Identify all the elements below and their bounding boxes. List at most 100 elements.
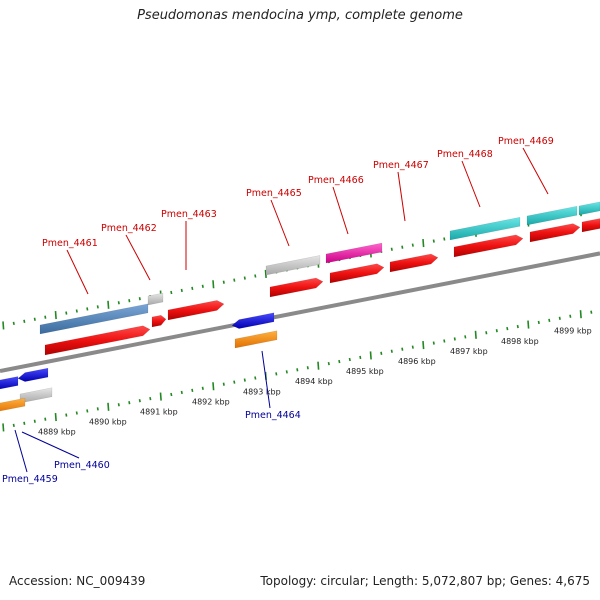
label-leader-line (261, 350, 271, 409)
ruler-major-tick (317, 361, 320, 370)
genome-backbone (0, 251, 600, 373)
scale-tick-label: 4895 kbp (346, 367, 384, 376)
ruler-minor-tick (33, 419, 36, 423)
ruler-minor-tick (390, 247, 393, 251)
ruler-minor-tick (149, 396, 152, 401)
ruler-minor-tick (180, 288, 183, 293)
gene-label: Pmen_4462 (101, 223, 157, 234)
ruler-minor-tick (44, 417, 47, 421)
ruler-minor-tick (138, 399, 141, 403)
ruler-minor-tick (138, 297, 141, 301)
ruler-minor-tick (128, 299, 131, 303)
ruler-major-tick (54, 311, 57, 320)
cyan-feature (578, 201, 600, 216)
ruler-minor-tick (296, 368, 299, 372)
label-leader-line (21, 431, 80, 459)
scale-tick-label: 4899 kbp (554, 326, 592, 335)
ruler-minor-tick (380, 351, 383, 355)
ruler-major-tick (474, 330, 477, 339)
ruler-major-tick (212, 382, 215, 391)
gene-label: Pmen_4464 (245, 410, 301, 421)
cds-arrow (329, 263, 385, 284)
label-leader-line (14, 429, 28, 473)
ruler-major-tick (2, 321, 5, 330)
scale-tick-label: 4894 kbp (295, 377, 333, 386)
ruler-minor-tick (243, 378, 246, 382)
cyan-feature (449, 216, 521, 241)
ruler-major-tick (107, 402, 110, 411)
ruler-minor-tick (75, 411, 78, 415)
label-leader-line (332, 186, 349, 235)
ruler-minor-tick (275, 372, 278, 376)
ruler-minor-tick (254, 274, 257, 278)
ruler-minor-tick (443, 237, 446, 241)
ruler-minor-tick (65, 413, 68, 417)
ruler-minor-tick (432, 341, 435, 345)
label-leader-line (522, 147, 549, 195)
gene-label: Pmen_4469 (498, 136, 554, 147)
scale-tick-label: 4898 kbp (501, 337, 539, 346)
ruler-minor-tick (222, 382, 225, 386)
ruler-minor-tick (117, 301, 120, 305)
orange-feature (0, 397, 26, 412)
ruler-minor-tick (96, 407, 99, 411)
ruler-minor-tick (191, 286, 194, 291)
ruler-major-tick (212, 280, 215, 289)
cyan-feature (526, 205, 578, 226)
ruler-minor-tick (201, 386, 204, 390)
ruler-minor-tick (338, 359, 341, 364)
cds-arrow (44, 325, 151, 356)
map-title: Pseudomonas mendocina ymp, complete geno… (137, 8, 463, 23)
cds-arrow (581, 218, 600, 233)
scale-tick-label: 4896 kbp (398, 357, 436, 366)
label-leader-line (397, 171, 406, 222)
gene-label: Pmen_4461 (42, 238, 98, 249)
ruler-major-tick (2, 423, 5, 432)
label-leader-line (66, 249, 89, 295)
ruler-minor-tick (432, 239, 435, 243)
ruler-minor-tick (453, 337, 456, 341)
ruler-minor-tick (191, 388, 194, 393)
ruler-minor-tick (348, 357, 351, 362)
ruler-minor-tick (65, 311, 68, 315)
ruler-major-tick (159, 392, 162, 401)
cds-arrow (167, 300, 225, 321)
label-leader-line (125, 234, 151, 281)
ruler-major-tick (369, 351, 372, 360)
ruler-minor-tick (86, 409, 89, 413)
ruler-major-tick (54, 413, 57, 422)
ruler-minor-tick (44, 315, 47, 319)
ruler-minor-tick (233, 278, 236, 282)
ruler-minor-tick (401, 347, 404, 351)
cds-arrow (269, 277, 324, 298)
ruler-major-tick (422, 239, 425, 248)
ruler-minor-tick (23, 319, 26, 323)
cds-arrow (453, 234, 524, 258)
ruler-minor-tick (180, 390, 183, 395)
ruler-minor-tick (222, 280, 225, 284)
gene-label: Pmen_4466 (308, 175, 364, 186)
gene-label: Pmen_4465 (246, 188, 302, 199)
gene-label: Pmen_4463 (161, 209, 217, 220)
blue-feature (0, 376, 19, 390)
grey-feature (265, 255, 321, 276)
ruler-minor-tick (285, 370, 288, 374)
scale-tick-label: 4891 kbp (140, 408, 178, 417)
ruler-minor-tick (516, 324, 519, 329)
ruler-minor-tick (12, 321, 15, 326)
scale-tick-label: 4890 kbp (89, 418, 127, 427)
label-leader-line (461, 160, 481, 208)
ruler-minor-tick (464, 335, 467, 339)
ruler-minor-tick (75, 309, 78, 313)
ruler-minor-tick (23, 421, 26, 425)
ruler-major-tick (527, 320, 530, 329)
ruler-minor-tick (411, 243, 414, 247)
ruler-minor-tick (359, 355, 362, 360)
ruler-minor-tick (12, 423, 15, 428)
ruler-major-tick (579, 310, 582, 319)
cds-arrow (529, 223, 581, 243)
scale-tick-label: 4889 kbp (38, 428, 76, 437)
ruler-minor-tick (96, 305, 99, 309)
ruler-minor-tick (390, 349, 393, 353)
ruler-minor-tick (569, 314, 572, 318)
